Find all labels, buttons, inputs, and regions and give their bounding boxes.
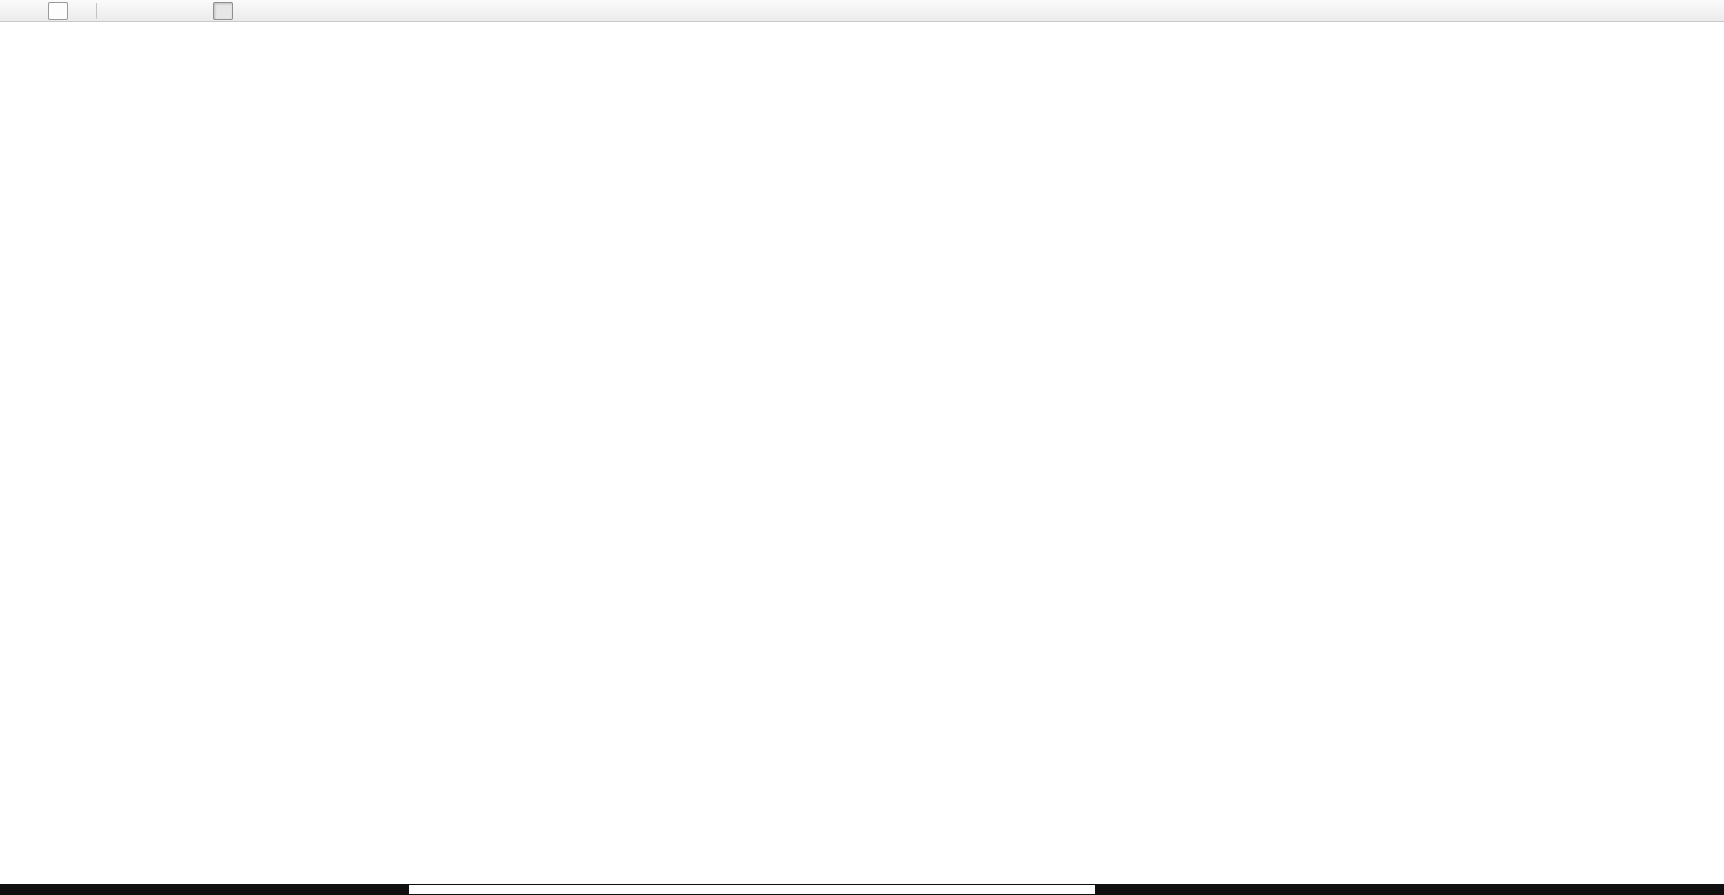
timeframe-m15-button[interactable] <box>147 2 167 20</box>
timeframe-m1-button[interactable] <box>103 2 123 20</box>
grid-tool-button[interactable] <box>4 2 24 20</box>
timeframe-mn-button[interactable] <box>279 2 299 20</box>
chart-title <box>6 26 17 38</box>
timeframe-m5-button[interactable] <box>125 2 145 20</box>
timeframe-h4-button[interactable] <box>213 1 233 20</box>
bottom-scrollbar[interactable] <box>0 884 1724 895</box>
text-box-tool-button[interactable] <box>48 1 68 20</box>
chart-canvas[interactable] <box>0 22 1724 812</box>
toolbar-separator <box>96 2 97 19</box>
rsi-indicator-label <box>5 681 10 693</box>
timeframe-d1-button[interactable] <box>235 2 255 20</box>
line-studies-button[interactable] <box>70 2 90 20</box>
chart-area[interactable] <box>0 22 1724 812</box>
timeframe-h1-button[interactable] <box>191 2 211 20</box>
scrollbar-thumb[interactable] <box>409 885 1095 894</box>
timeframe-m30-button[interactable] <box>169 2 189 20</box>
text-label-tool-button[interactable] <box>26 2 46 20</box>
timeframe-w1-button[interactable] <box>257 2 277 20</box>
toolbar <box>0 0 1724 22</box>
macd-indicator-label <box>5 561 14 573</box>
